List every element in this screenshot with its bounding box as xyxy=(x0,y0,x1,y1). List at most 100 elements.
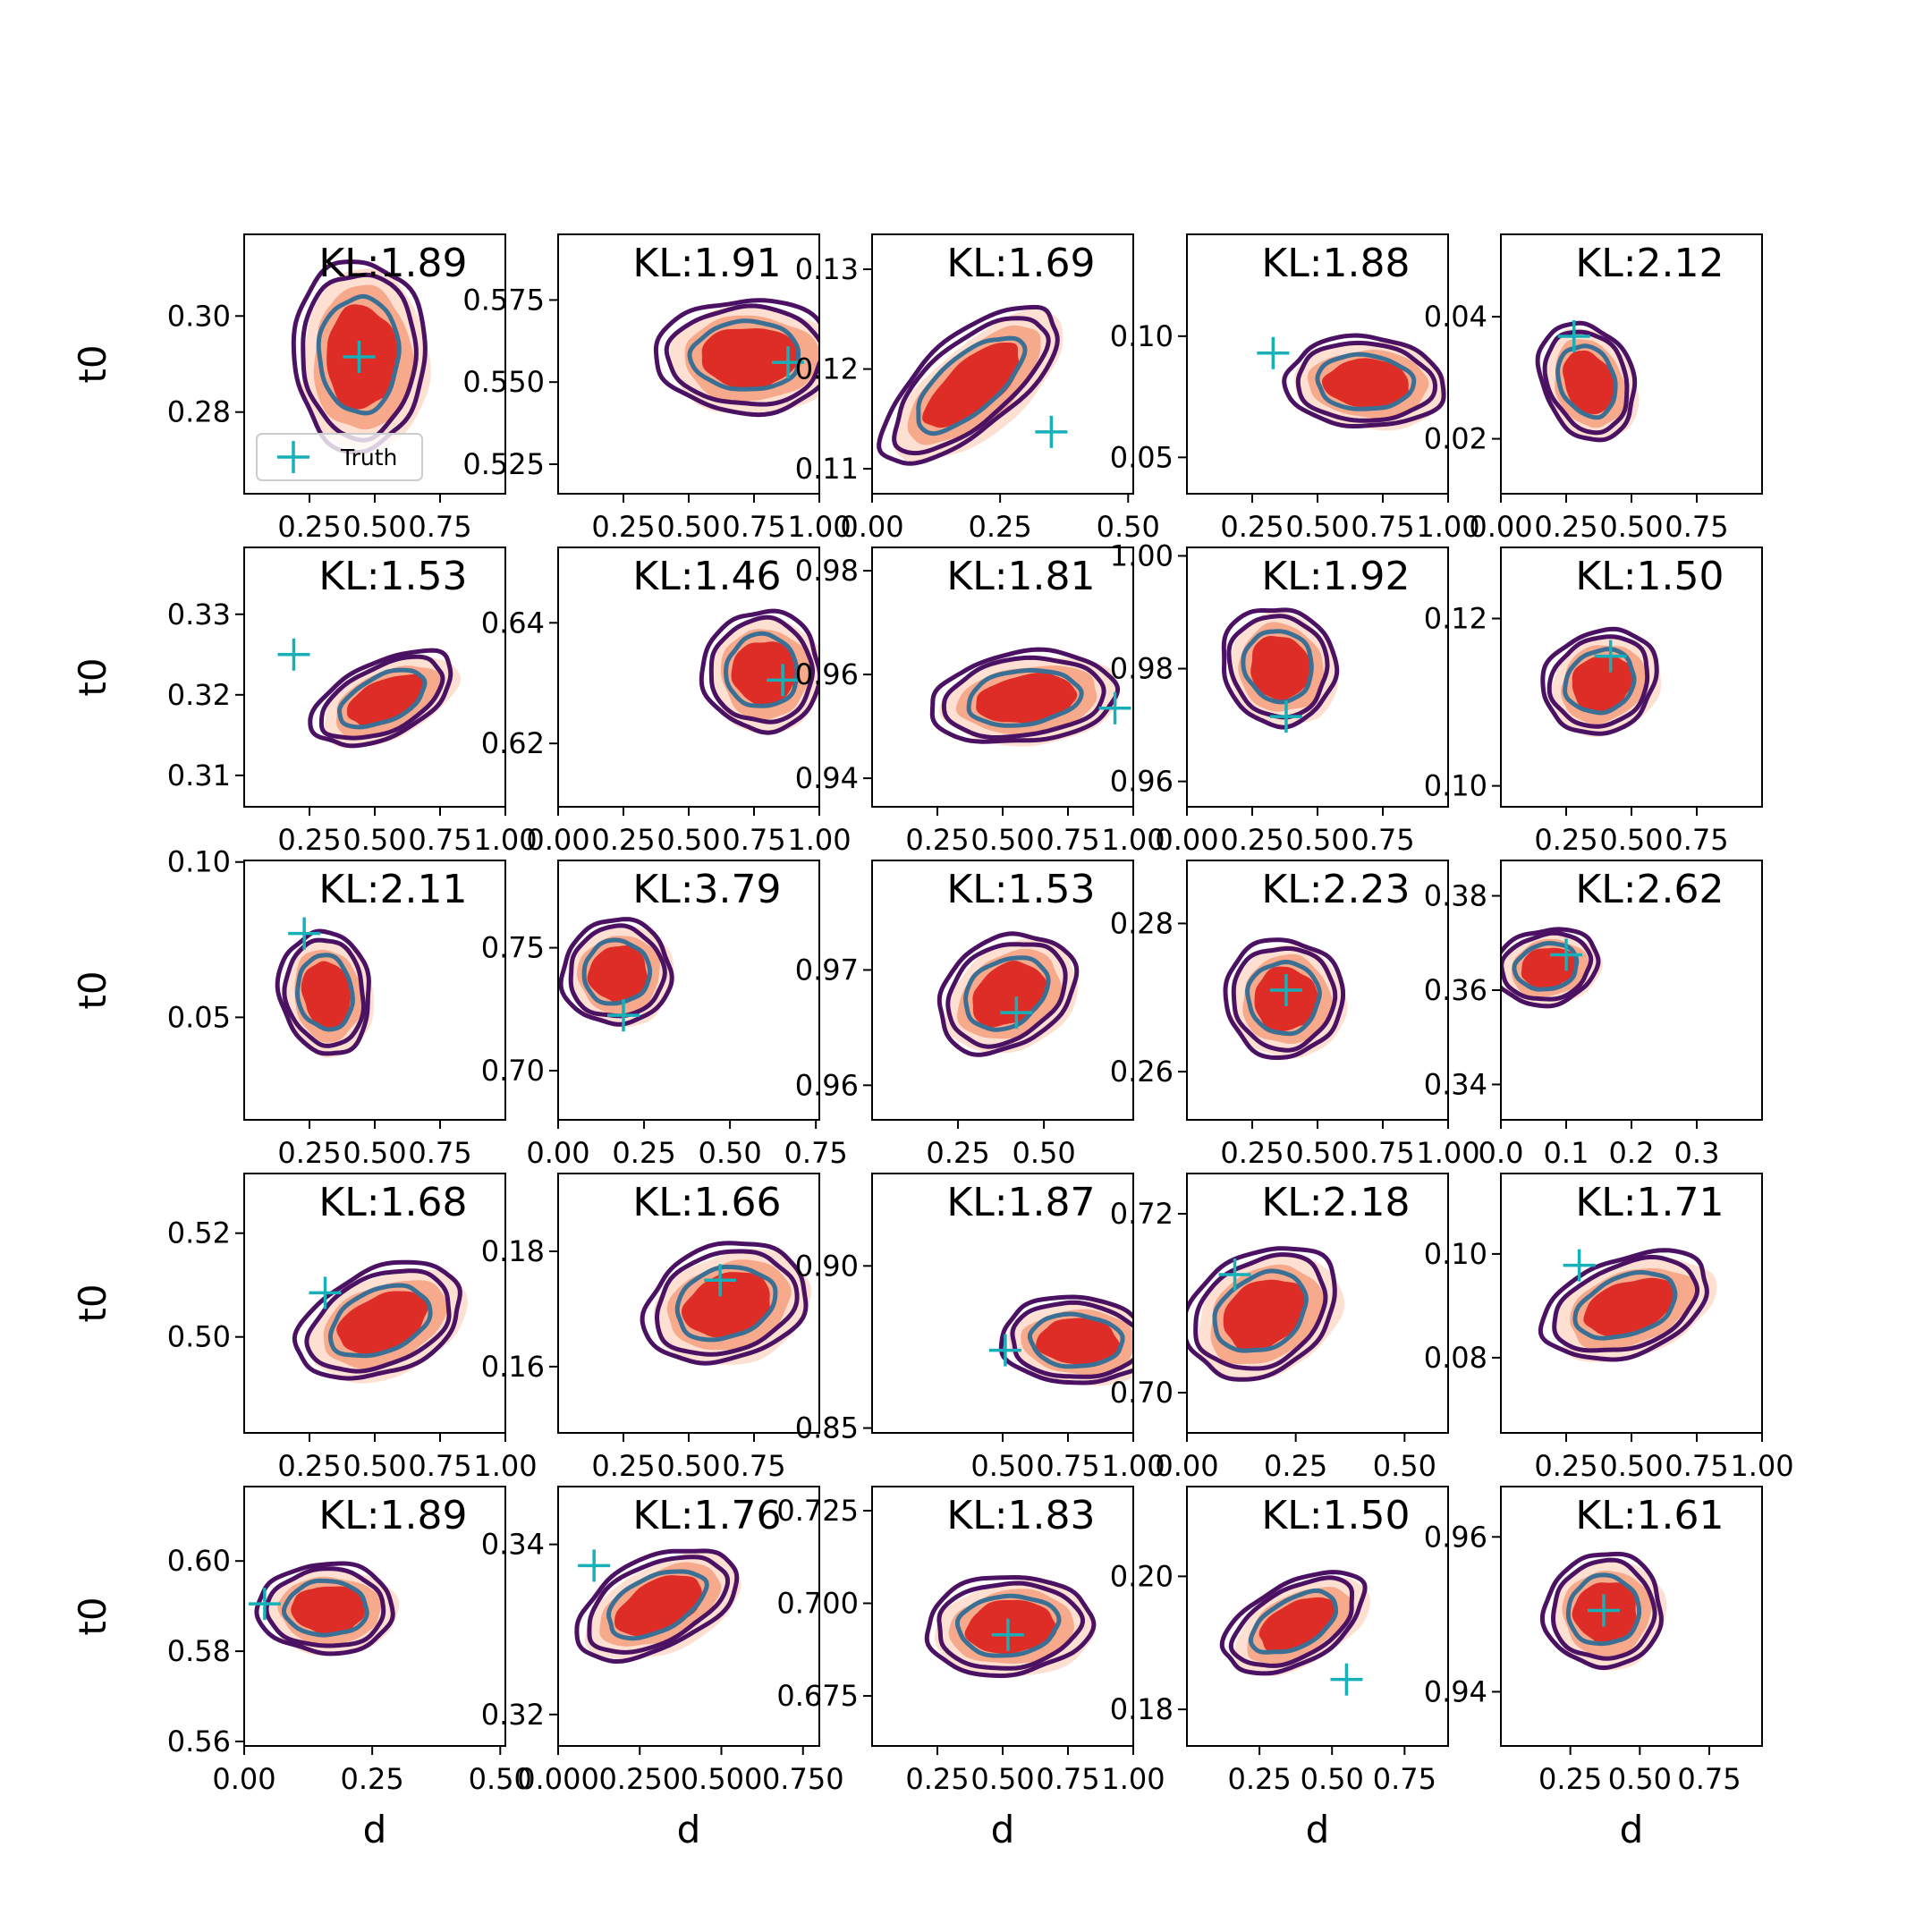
y-axis-label: t0 xyxy=(71,1597,114,1635)
y-tick-label: 0.36 xyxy=(1424,973,1487,1007)
axes-frame xyxy=(243,1486,506,1747)
density-fill-inner xyxy=(976,673,1078,724)
y-tick-label: 0.85 xyxy=(795,1411,859,1445)
x-tick-label: 0.75 xyxy=(1351,510,1414,544)
kl-label: KL:1.81 xyxy=(946,554,1095,599)
contour-middle xyxy=(1546,634,1650,729)
y-tick-label: 0.94 xyxy=(795,761,859,795)
x-tick-label: 0.25 xyxy=(1220,510,1284,544)
x-tick-label: 0.25 xyxy=(1538,1762,1602,1796)
x-tick-label: 0.00 xyxy=(1155,823,1218,857)
y-tick-label: 0.32 xyxy=(167,678,231,712)
contour-outer xyxy=(1540,626,1659,736)
density-fill-inner xyxy=(682,1272,770,1338)
contour-inner xyxy=(1555,343,1618,420)
y-tick-label: 0.64 xyxy=(481,606,545,640)
truth-marker xyxy=(1098,691,1131,724)
x-tick-label: 0.75 xyxy=(722,823,785,857)
x-tick-label: 0.00 xyxy=(212,1762,275,1796)
truth-marker xyxy=(288,917,321,950)
x-tick-label: 1.00 xyxy=(787,510,851,544)
x-tick-label: 0.00 xyxy=(1469,510,1532,544)
y-tick-label: 0.13 xyxy=(795,252,859,286)
legend-label: Truth xyxy=(340,445,397,470)
density-fill-inner xyxy=(1036,1318,1120,1366)
subplot-12: KL:3.79 0.00 0.25 0.50 0.75 0.70 0.75 xyxy=(481,860,848,1170)
y-tick-label: 0.96 xyxy=(1110,765,1174,799)
y-axis-label: t0 xyxy=(71,344,114,383)
y-tick-label: 0.02 xyxy=(1424,422,1487,456)
x-tick-label: 0.75 xyxy=(1036,1762,1099,1796)
contour-outer xyxy=(292,1259,462,1381)
x-tick-label: 0.75 xyxy=(1665,510,1728,544)
truth-marker xyxy=(343,340,376,373)
x-tick-label: 0.0 xyxy=(1479,1136,1524,1170)
contour-outer xyxy=(699,608,819,735)
contour-outer xyxy=(998,1294,1133,1385)
x-tick-label: 0.25 xyxy=(905,1762,969,1796)
x-tick-label: 0.75 xyxy=(722,510,785,544)
y-tick-label: 0.30 xyxy=(167,299,231,333)
x-tick-label: 0.25 xyxy=(1220,1136,1284,1170)
contour-middle xyxy=(936,1580,1086,1671)
contour-outer xyxy=(1219,1570,1368,1676)
contour-inner xyxy=(581,937,653,1006)
kl-label: KL:1.89 xyxy=(318,241,467,286)
density-fill-inner xyxy=(1223,1279,1306,1352)
y-axis-label: t0 xyxy=(71,1284,114,1322)
y-tick-label: 0.05 xyxy=(1110,440,1174,474)
x-tick-label: 0.25 xyxy=(591,510,655,544)
x-tick-label: 0.50 xyxy=(1599,1449,1663,1483)
contour-middle xyxy=(654,1249,800,1357)
y-tick-label: 0.38 xyxy=(1424,879,1487,913)
contour-outer xyxy=(1221,607,1340,730)
x-tick-label: 0.50 xyxy=(1301,1762,1364,1796)
kl-label: KL:1.76 xyxy=(632,1493,781,1538)
y-tick-label: 0.28 xyxy=(167,395,231,429)
x-tick-label: 0.50 xyxy=(698,1136,761,1170)
subplot-6: KL:1.53 0.25 0.50 0.75 1.00 0.31 0.32 0.33 t0 xyxy=(71,547,538,857)
contour-outer xyxy=(1223,937,1346,1060)
y-tick-label: 0.12 xyxy=(1424,602,1487,636)
x-tick-label: 0.50 xyxy=(970,823,1034,857)
kl-label: KL:1.61 xyxy=(1575,1493,1724,1538)
y-tick-label: 0.700 xyxy=(776,1587,859,1621)
subplot-14: KL:2.23 0.25 0.50 0.75 1.00 0.26 0.28 xyxy=(1110,860,1480,1170)
x-tick-label: 0.50 xyxy=(1608,1762,1672,1796)
x-tick-label: 0.000 xyxy=(517,1762,599,1796)
truth-marker xyxy=(704,1264,737,1297)
contour-middle xyxy=(1193,1252,1328,1371)
x-tick-label: 1.00 xyxy=(473,823,537,857)
y-tick-label: 0.94 xyxy=(1424,1674,1487,1708)
contour-inner xyxy=(282,1578,369,1638)
x-tick-label: 0.75 xyxy=(1677,1762,1741,1796)
density-fill-inner xyxy=(1521,947,1578,990)
kl-label: KL:2.18 xyxy=(1261,1180,1410,1225)
x-tick-label: 0.50 xyxy=(469,1762,532,1796)
density-fill-inner xyxy=(1563,350,1616,415)
axes-frame xyxy=(1186,1486,1449,1747)
contour-inner xyxy=(294,953,355,1032)
contour-inner xyxy=(1245,959,1322,1037)
subplot-20: KL:1.71 0.25 0.50 0.75 1.00 0.08 0.10 xyxy=(1424,1173,1794,1483)
contour-inner xyxy=(1572,1270,1678,1341)
subplot-7: KL:1.46 0.00 0.25 0.50 0.75 1.00 0.62 0.64 xyxy=(481,547,852,857)
kl-label: KL:2.62 xyxy=(1575,867,1724,912)
legend: Truth xyxy=(256,433,423,481)
truth-marker xyxy=(771,346,804,379)
density-fill-inner xyxy=(346,674,424,727)
axes-frame xyxy=(1500,1486,1763,1747)
contour-middle xyxy=(301,272,419,443)
subplot-11: KL:2.11 0.25 0.50 0.75 0.05 0.10 t0 xyxy=(71,845,506,1170)
x-tick-label: 1.00 xyxy=(787,823,851,857)
x-tick-label: 0.50 xyxy=(1012,1136,1075,1170)
x-tick-label: 0.00 xyxy=(1155,1449,1218,1483)
contour-middle xyxy=(568,923,667,1019)
truth-marker xyxy=(767,664,800,697)
contour-inner xyxy=(328,1283,433,1359)
density-fill-inner xyxy=(972,961,1047,1028)
y-tick-label: 0.550 xyxy=(462,365,545,399)
truth-marker xyxy=(1269,700,1302,733)
x-tick-label: 0.50 xyxy=(343,1449,406,1483)
x-tick-label: 1.00 xyxy=(1101,823,1165,857)
